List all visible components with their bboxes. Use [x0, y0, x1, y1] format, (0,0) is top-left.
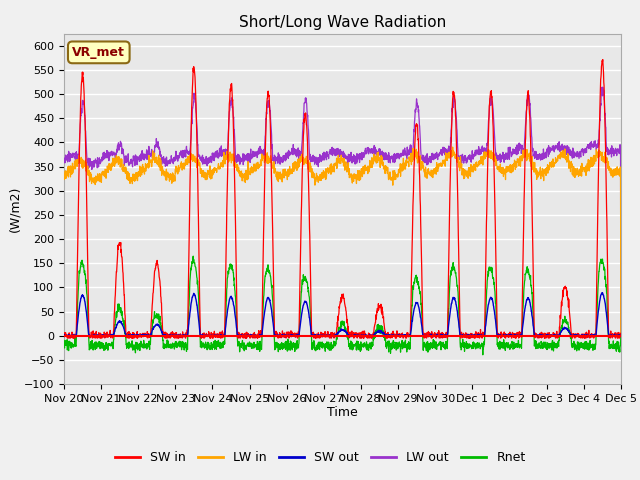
Title: Short/Long Wave Radiation: Short/Long Wave Radiation [239, 15, 446, 30]
X-axis label: Time: Time [327, 407, 358, 420]
Text: VR_met: VR_met [72, 46, 125, 59]
Y-axis label: (W/m2): (W/m2) [8, 186, 21, 232]
Legend: SW in, LW in, SW out, LW out, Rnet: SW in, LW in, SW out, LW out, Rnet [109, 446, 531, 469]
